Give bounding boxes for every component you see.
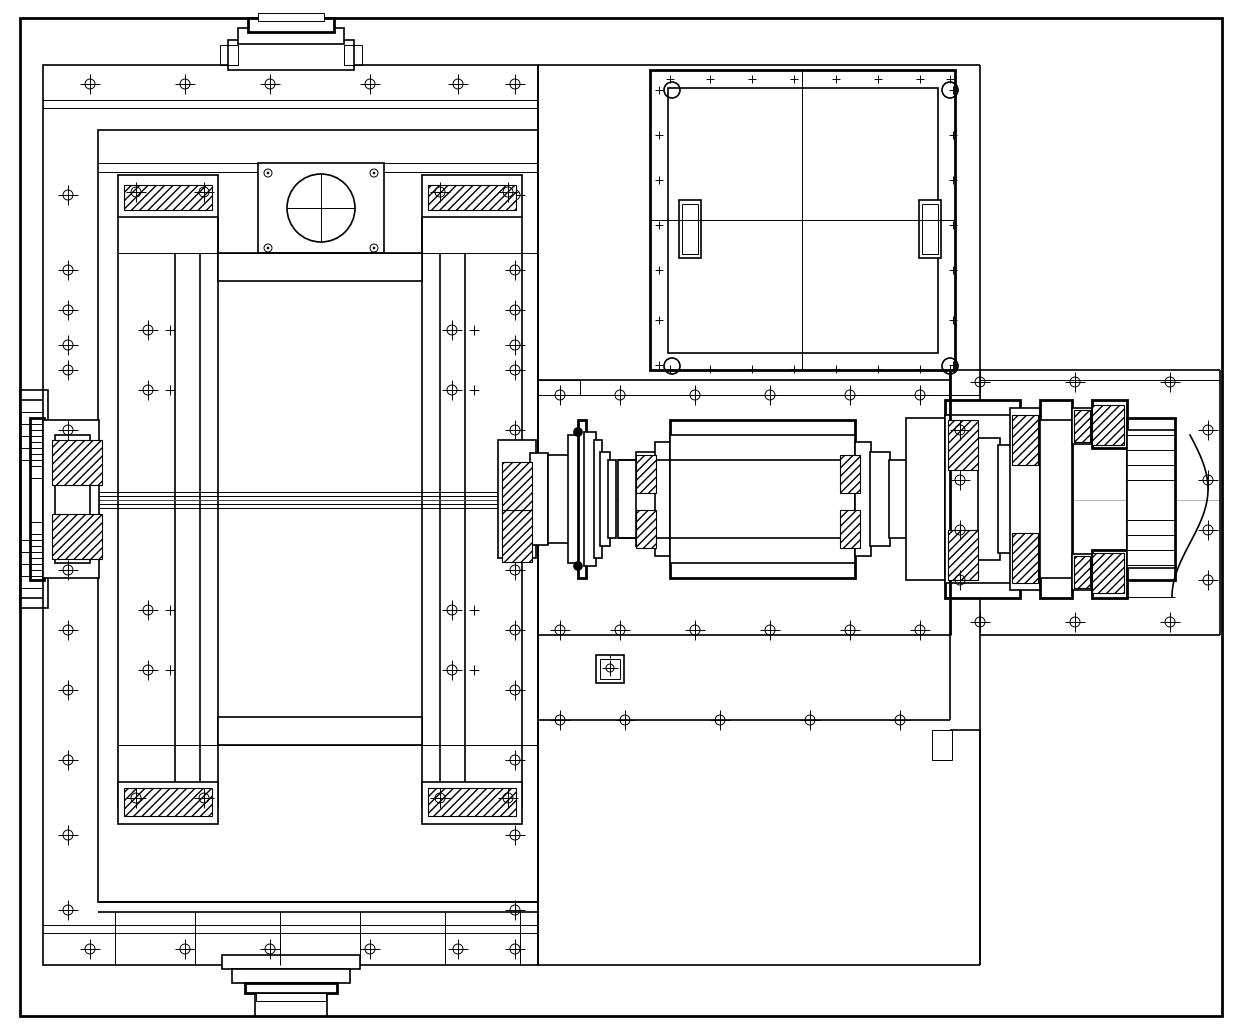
Bar: [1127, 418, 1176, 580]
Bar: [52, 440, 102, 485]
Bar: [30, 418, 43, 580]
Bar: [636, 452, 656, 546]
Bar: [222, 955, 360, 969]
Bar: [949, 530, 978, 580]
Bar: [124, 788, 212, 816]
Circle shape: [267, 172, 269, 174]
Bar: [668, 88, 937, 353]
Bar: [949, 420, 978, 470]
Bar: [1074, 410, 1090, 442]
Bar: [1011, 408, 1040, 590]
Bar: [1127, 430, 1176, 568]
Bar: [43, 65, 538, 965]
Bar: [1092, 550, 1127, 598]
Bar: [870, 452, 890, 546]
Bar: [1073, 554, 1092, 590]
Bar: [238, 28, 343, 44]
Bar: [218, 253, 422, 281]
Bar: [655, 442, 671, 556]
Bar: [20, 390, 48, 608]
Bar: [682, 204, 698, 254]
Bar: [578, 420, 587, 578]
Bar: [118, 782, 218, 824]
Bar: [98, 130, 538, 902]
Bar: [636, 510, 656, 548]
Bar: [978, 438, 999, 560]
Bar: [422, 175, 522, 217]
Bar: [422, 782, 522, 824]
Bar: [428, 185, 516, 209]
Bar: [548, 455, 570, 543]
Bar: [1092, 553, 1123, 593]
Bar: [1040, 400, 1073, 598]
Bar: [428, 788, 516, 816]
Bar: [839, 510, 861, 548]
Bar: [919, 200, 941, 258]
Circle shape: [574, 428, 582, 436]
Bar: [502, 510, 532, 562]
Bar: [945, 415, 1021, 583]
Bar: [498, 440, 536, 558]
Bar: [52, 514, 102, 559]
Bar: [255, 993, 326, 1001]
Bar: [232, 969, 350, 983]
Bar: [502, 462, 532, 514]
Bar: [636, 455, 656, 493]
Bar: [584, 432, 596, 566]
Bar: [258, 163, 384, 253]
Bar: [1012, 533, 1038, 583]
Bar: [1074, 556, 1090, 588]
Circle shape: [267, 247, 269, 249]
Bar: [248, 18, 334, 32]
Bar: [55, 436, 91, 563]
Bar: [596, 655, 624, 683]
Bar: [839, 455, 861, 493]
Bar: [1092, 400, 1127, 448]
Bar: [343, 45, 362, 65]
Bar: [670, 436, 856, 563]
Bar: [568, 436, 580, 563]
Bar: [906, 418, 949, 580]
Bar: [650, 70, 955, 370]
Bar: [218, 717, 422, 745]
Bar: [43, 420, 99, 578]
Bar: [228, 40, 353, 70]
Bar: [246, 983, 337, 993]
Bar: [923, 204, 937, 254]
Bar: [608, 460, 616, 538]
Bar: [1073, 408, 1092, 444]
Bar: [856, 442, 870, 556]
Bar: [600, 659, 620, 679]
Bar: [932, 730, 952, 760]
Bar: [670, 420, 856, 578]
Bar: [594, 440, 601, 558]
Bar: [118, 175, 218, 217]
Bar: [680, 200, 701, 258]
Bar: [998, 445, 1012, 553]
Circle shape: [373, 247, 374, 249]
Bar: [1092, 405, 1123, 445]
Bar: [945, 400, 1021, 598]
Circle shape: [574, 562, 582, 570]
Circle shape: [373, 172, 374, 174]
Bar: [1012, 415, 1038, 465]
Bar: [600, 452, 610, 546]
Bar: [1040, 420, 1073, 578]
Bar: [258, 13, 324, 21]
Bar: [889, 460, 906, 538]
Bar: [219, 45, 238, 65]
Bar: [618, 460, 639, 538]
Bar: [124, 185, 212, 209]
Bar: [529, 453, 548, 545]
